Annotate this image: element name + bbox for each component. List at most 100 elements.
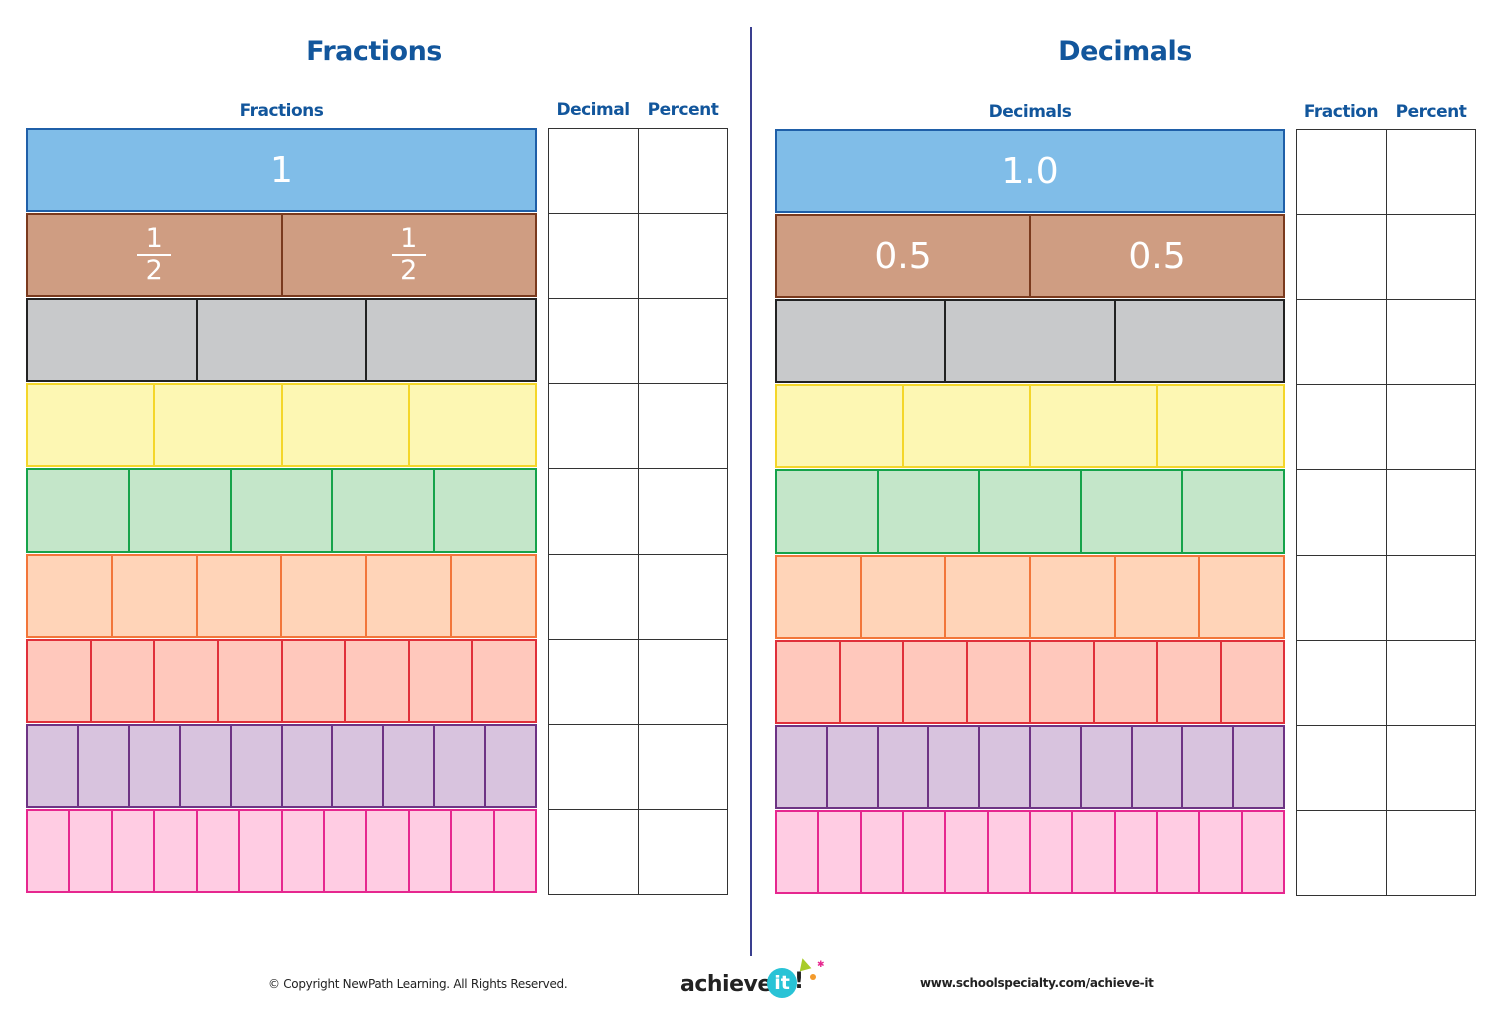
answer-box-percent[interactable] xyxy=(1386,469,1476,556)
bar-piece xyxy=(1219,641,1284,722)
bar-piece xyxy=(838,641,903,722)
bar-piece xyxy=(76,725,128,806)
answer-box-fraction[interactable] xyxy=(1296,724,1387,811)
bar-piece xyxy=(901,811,944,892)
bar-piece xyxy=(1029,556,1114,637)
logo-bang: ! xyxy=(794,969,805,994)
answer-box-percent[interactable] xyxy=(1386,129,1476,216)
answer-box-percent[interactable] xyxy=(1386,724,1476,811)
answer-box-percent[interactable] xyxy=(638,128,728,215)
bar-piece xyxy=(1028,811,1071,892)
bar-piece xyxy=(110,810,153,891)
bar-piece xyxy=(280,555,365,636)
bar-label: 1.0 xyxy=(1001,150,1059,192)
answer-box-fraction[interactable] xyxy=(1296,384,1387,471)
answer-box-percent[interactable] xyxy=(1386,299,1476,386)
bar-piece xyxy=(195,810,238,891)
answer-box-percent[interactable] xyxy=(638,298,728,385)
answer-box-fraction[interactable] xyxy=(1296,554,1387,641)
bar-piece xyxy=(127,470,230,551)
bar-piece xyxy=(825,726,877,807)
answer-box-fraction[interactable] xyxy=(1296,809,1387,896)
answer-box-fraction[interactable] xyxy=(1296,469,1387,556)
bar-piece xyxy=(229,725,281,806)
answer-box-decimal[interactable] xyxy=(548,383,639,470)
answer-box-percent[interactable] xyxy=(638,213,728,300)
bar-row-6 xyxy=(26,553,537,638)
bar-piece xyxy=(382,725,433,806)
bar-piece xyxy=(407,640,472,721)
fraction-column-header: Fraction xyxy=(1303,102,1379,122)
bar-piece xyxy=(216,640,281,721)
answer-box-percent[interactable] xyxy=(1386,639,1476,726)
fraction-bar xyxy=(137,254,172,257)
bar-piece xyxy=(777,471,877,551)
bar-piece xyxy=(1092,641,1157,722)
bar-piece xyxy=(1156,641,1220,722)
answer-box-decimal[interactable] xyxy=(548,638,639,725)
fraction-answer-grid xyxy=(548,128,728,895)
answer-box-percent[interactable] xyxy=(1386,554,1476,641)
answer-box-fraction[interactable] xyxy=(1296,129,1387,216)
answer-box-fraction[interactable] xyxy=(1296,299,1387,386)
bar-row-10 xyxy=(775,724,1285,809)
bar-piece xyxy=(178,725,230,806)
answer-box-percent[interactable] xyxy=(638,383,728,470)
bar-piece xyxy=(986,811,1029,892)
answer-box-decimal[interactable] xyxy=(548,723,639,810)
answer-box-decimal[interactable] xyxy=(548,808,639,895)
answer-box-percent[interactable] xyxy=(1386,214,1476,301)
logo-star-icon: ✱ xyxy=(817,960,825,970)
bar-piece xyxy=(1029,386,1156,467)
answer-box-percent[interactable] xyxy=(638,723,728,810)
bar-piece xyxy=(965,641,1030,722)
answer-box-decimal[interactable] xyxy=(548,468,639,555)
fraction-bar xyxy=(391,254,426,257)
bar-piece xyxy=(322,810,365,891)
bar-row-8 xyxy=(26,638,537,723)
bar-piece xyxy=(28,300,196,380)
bar-piece xyxy=(344,640,408,721)
answer-box-percent[interactable] xyxy=(1386,384,1476,471)
answer-box-decimal[interactable] xyxy=(548,298,639,385)
denominator: 2 xyxy=(400,255,418,287)
answer-box-decimal[interactable] xyxy=(548,213,639,300)
bar-piece xyxy=(331,470,433,551)
bar-piece xyxy=(944,811,986,892)
bar-piece xyxy=(238,810,280,891)
bar-piece xyxy=(89,640,154,721)
answer-box-percent[interactable] xyxy=(638,468,728,555)
bar-piece xyxy=(407,385,535,466)
bar-piece xyxy=(1198,556,1283,637)
bar-piece xyxy=(1071,811,1113,892)
bar-piece xyxy=(1113,556,1199,637)
bar-piece xyxy=(876,471,979,552)
answer-box-fraction[interactable] xyxy=(1296,639,1387,726)
bar-piece xyxy=(68,810,110,891)
bar-piece xyxy=(1113,301,1283,382)
percent-column-header-right: Percent xyxy=(1395,102,1467,122)
bar-piece xyxy=(280,810,323,891)
bar-label: 0.5 xyxy=(874,235,932,277)
bar-piece xyxy=(1232,726,1283,807)
answer-box-percent[interactable] xyxy=(638,553,728,640)
answer-box-decimal[interactable] xyxy=(548,128,639,215)
bar-piece xyxy=(280,640,345,721)
answer-box-decimal[interactable] xyxy=(548,553,639,640)
bar-label: 0.5 xyxy=(1128,235,1186,277)
bar-piece xyxy=(1156,386,1283,467)
answer-box-fraction[interactable] xyxy=(1296,214,1387,301)
answer-box-percent[interactable] xyxy=(638,808,728,895)
logo-badge: it xyxy=(767,968,797,998)
bar-piece xyxy=(153,810,195,891)
answer-box-percent[interactable] xyxy=(1386,809,1476,896)
bar-piece xyxy=(817,811,859,892)
bar-piece xyxy=(153,385,280,466)
website-url[interactable]: www.schoolspecialty.com/achieve-it xyxy=(920,976,1154,990)
answer-box-percent[interactable] xyxy=(638,638,728,725)
bar-piece xyxy=(195,300,366,381)
logo-text: achieve xyxy=(680,972,772,997)
bar-piece: 1.0 xyxy=(777,131,1283,211)
